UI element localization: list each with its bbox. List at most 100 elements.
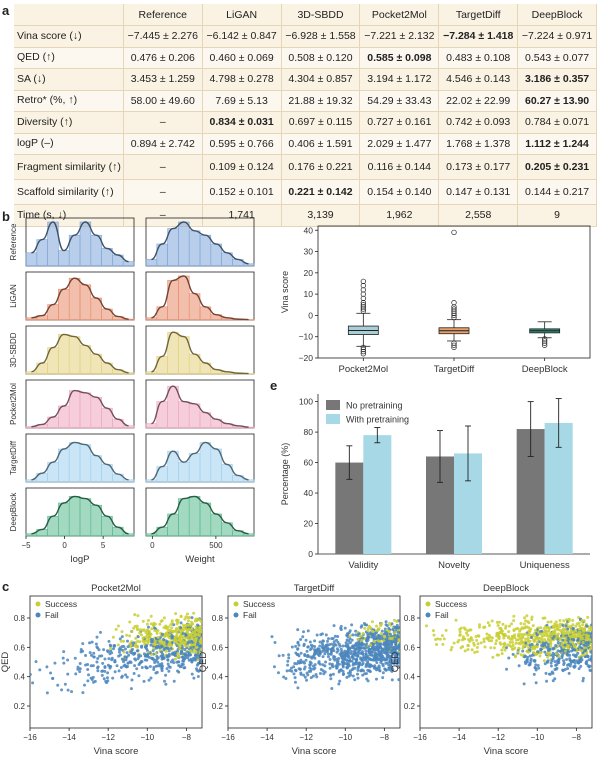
scatter-point [501, 632, 505, 636]
scatter-point [568, 639, 572, 643]
scatter-point [181, 632, 185, 636]
column-header: Pocket2Mol [359, 4, 440, 26]
scatter-point [389, 662, 393, 666]
table-cell: 60.27 ± 13.90 [517, 90, 597, 112]
scatter-point [566, 653, 570, 657]
scatter-point [458, 633, 462, 637]
scatter-point [550, 632, 554, 636]
scatter-point [561, 638, 565, 642]
table-cell: −6.142 ± 0.847 [202, 25, 282, 48]
scatter-point [587, 626, 591, 630]
scatter-point [170, 621, 174, 625]
legend-marker [35, 612, 41, 618]
scatter-point [510, 647, 514, 651]
scatter-point [569, 642, 573, 646]
kde-curve [151, 221, 249, 265]
scatter-point [88, 651, 92, 655]
scatter-point [158, 662, 162, 666]
scatter-point [287, 656, 291, 660]
scatter-point [565, 631, 569, 635]
tick-label: 0.6 [404, 643, 416, 652]
scatter-point [351, 633, 355, 637]
scatter-point [187, 658, 191, 662]
scatter-point [192, 658, 196, 662]
outlier-point [542, 342, 548, 348]
scatter-point [325, 644, 329, 648]
scatter-point [587, 658, 591, 662]
scatter-point [287, 653, 291, 657]
scatter-point [345, 653, 349, 657]
scatter-point [135, 667, 139, 671]
scatter-point [111, 647, 115, 651]
plot-frame [227, 595, 401, 729]
scatter-point [370, 629, 374, 633]
scatter-point [390, 678, 394, 682]
table-header-row: Reference LiGAN 3D-SBDD Pocket2Mol Targe… [14, 4, 597, 26]
scatter-point [133, 657, 137, 661]
scatter-point [386, 644, 390, 648]
row-label: Retro* (%, ↑) [14, 90, 124, 112]
histogram-bar [68, 390, 81, 429]
scatter-point [369, 653, 373, 657]
scatter-point [526, 636, 530, 640]
scatter-point [333, 634, 337, 638]
scatter-point [159, 654, 163, 658]
row-label: SA (↓) [14, 68, 124, 91]
scatter-point [572, 648, 576, 652]
scatter-point [376, 647, 380, 651]
scatter-point [178, 647, 182, 651]
scatter-point [179, 614, 183, 618]
scatter-point [337, 670, 341, 674]
row-label: logP (–) [14, 133, 124, 155]
scatter-point [585, 659, 589, 663]
scatter-point [38, 668, 42, 672]
scatter-point [198, 626, 202, 630]
scatter-point [108, 647, 112, 651]
scatter-point [567, 619, 571, 623]
scatter-point [434, 638, 438, 642]
scatter-point [323, 652, 327, 656]
scatter-point [321, 639, 325, 643]
histogram-bar [178, 221, 190, 267]
scatter-point [158, 639, 162, 643]
scatter-point [132, 671, 136, 675]
tick-label: −20 [299, 353, 314, 363]
scatter-point [511, 635, 515, 639]
scatter-point [66, 658, 70, 662]
scatter-point [120, 674, 124, 678]
scatter-point [340, 656, 344, 660]
scatter-point [51, 676, 55, 680]
tick-label: −16 [221, 733, 235, 742]
scatter-point [129, 643, 133, 647]
scatter-point [538, 636, 542, 640]
box-DeepBlock [529, 321, 561, 348]
scatter-point [169, 660, 173, 664]
scatter-point [383, 650, 387, 654]
scatter-point [181, 634, 185, 638]
comparison-table: Reference LiGAN 3D-SBDD Pocket2Mol Targe… [14, 4, 597, 227]
scatter-point [588, 638, 592, 642]
scatter-point [170, 626, 174, 630]
scatter-point [522, 622, 526, 626]
scatter-point [133, 613, 137, 617]
scatter-point [196, 617, 200, 621]
scatter-point [384, 640, 388, 644]
scatter-point [167, 633, 171, 637]
scatter-point [363, 672, 367, 676]
scatter-point [309, 643, 313, 647]
scatter-point [579, 656, 583, 660]
scatter-point [197, 636, 201, 640]
histogram-row: TargetDiff [9, 433, 255, 483]
row-label: Fragment similarity (↑) [14, 154, 124, 180]
scatter-point [305, 654, 309, 658]
scatter-point [354, 662, 358, 666]
scatter-point [301, 635, 305, 639]
scatter-point [449, 648, 453, 652]
scatter-point [81, 691, 85, 695]
scatter-point [317, 661, 321, 665]
legend-marker [425, 601, 431, 607]
scatter-point [123, 655, 127, 659]
scatter-point [165, 667, 169, 671]
scatter-point [348, 641, 352, 645]
row-label: Time (s, ↓) [14, 204, 124, 227]
